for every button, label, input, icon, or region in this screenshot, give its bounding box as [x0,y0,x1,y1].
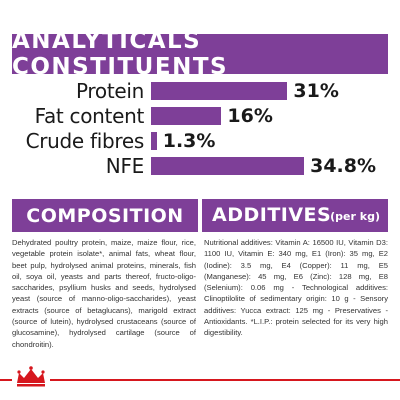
constituent-value: 16% [227,105,273,127]
constituent-label: Protein [75,79,144,103]
constituent-row-fat: Fat content 16% [0,101,400,131]
constituent-bar [151,132,157,150]
additives-title: ADDITIVES [212,204,332,226]
constituent-bar [151,157,305,175]
constituent-bar [151,82,288,100]
analyticals-banner: ANALYTICALS CONSTITUENTS [12,28,388,80]
constituent-row-fibres: Crude fibres 1.3% [0,126,400,156]
additives-banner: ADDITIVES (per kg) [202,199,388,232]
additives-unit: (per kg) [330,210,380,223]
constituent-label: Crude fibres [25,129,145,153]
composition-title: COMPOSITION [26,204,184,227]
constituent-value: 1.3% [162,130,216,152]
constituent-bar [151,107,222,125]
constituent-row-nfe: NFE 34.8% [0,151,400,181]
additives-text: Nutritional additives: Vitamin A: 16500 … [204,238,388,338]
constituent-label: NFE [105,154,145,178]
composition-text: Dehydrated poultry protein, maize, maize… [12,238,196,349]
constituent-label: Fat content [34,104,145,128]
footer-red-line [0,379,400,381]
composition-banner: COMPOSITION [12,199,198,232]
analyticals-title: ANALYTICALS CONSTITUENTS [12,28,229,80]
royal-canin-crown-logo-icon [12,363,50,391]
constituent-value: 31% [293,80,339,102]
crown-logo-svg [17,366,45,387]
constituent-value: 34.8% [310,155,377,177]
constituent-row-protein: Protein 31% [0,76,400,106]
